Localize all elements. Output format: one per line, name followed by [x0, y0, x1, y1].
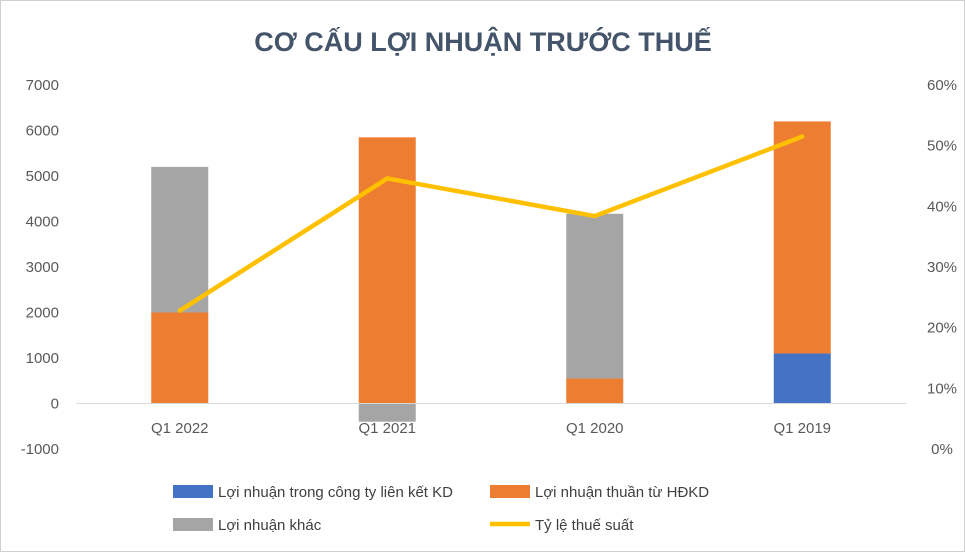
legend-item: Lợi nhuận khác	[173, 517, 322, 534]
right-tick-label: 60%	[927, 77, 957, 94]
bar-loi-nhuan-thuan-tu-hdkd	[566, 378, 624, 404]
legend-label: Lợi nhuận thuần từ HĐKD	[535, 484, 709, 501]
right-tick-label: 30%	[927, 259, 957, 276]
right-tick-label: 10%	[927, 380, 957, 397]
bar-loi-nhuan-khac	[151, 166, 209, 313]
right-tick-label: 50%	[927, 138, 957, 155]
line-point	[800, 134, 805, 139]
legend-swatch	[173, 485, 213, 498]
left-tick-label: 1000	[26, 350, 59, 367]
category-label: Q1 2020	[566, 420, 624, 437]
legend-swatch	[173, 518, 213, 531]
right-tick-label: 0%	[931, 441, 953, 458]
left-tick-label: 2000	[26, 305, 59, 322]
legend-label: Tỷ lệ thuế suất	[535, 517, 634, 534]
left-tick-label: 0	[51, 396, 59, 413]
legend-item: Lợi nhuận thuần từ HĐKD	[490, 484, 709, 501]
right-axis: 0% 10% 20% 30% 40% 50% 60%	[927, 77, 957, 458]
line-point	[385, 176, 390, 181]
line-point	[177, 308, 182, 313]
line-point	[592, 214, 597, 219]
bar-loi-nhuan-thuan-tu-hdkd	[773, 121, 831, 354]
legend-item: Lợi nhuận trong công ty liên kết KD	[173, 484, 453, 501]
category-label: Q1 2019	[773, 420, 831, 437]
left-tick-label: 4000	[26, 214, 59, 231]
line-layer	[177, 134, 805, 313]
bar-loi-nhuan-thuan-tu-hdkd	[151, 312, 209, 404]
right-tick-label: 40%	[927, 198, 957, 215]
bar-layer	[151, 121, 831, 422]
legend-item: Tỷ lệ thuế suất	[490, 517, 634, 534]
category-label: Q1 2021	[358, 420, 416, 437]
left-tick-label: 5000	[26, 168, 59, 185]
right-tick-label: 20%	[927, 320, 957, 337]
line-ty-le-thue-suat	[177, 134, 805, 313]
chart-title: CƠ CẤU LỢI NHUẬN TRƯỚC THUẾ	[254, 26, 711, 57]
left-tick-label: 3000	[26, 259, 59, 276]
left-tick-label: 7000	[26, 77, 59, 94]
left-tick-label: -1000	[21, 441, 59, 458]
bar-loi-nhuan-khac	[566, 213, 624, 379]
legend-label: Lợi nhuận trong công ty liên kết KD	[218, 484, 453, 501]
legend-swatch	[490, 485, 530, 498]
category-axis: Q1 2022 Q1 2021 Q1 2020 Q1 2019	[151, 420, 831, 437]
left-axis: -1000 0 1000 2000 3000 4000 5000 6000 7000	[21, 77, 59, 458]
legend-label: Lợi nhuận khác	[218, 517, 322, 534]
bar-loi-nhuan-trong-cong-ty-lien-ket-kd	[773, 353, 831, 404]
legend: Lợi nhuận trong công ty liên kết KD Lợi n…	[173, 484, 709, 534]
category-label: Q1 2022	[151, 420, 209, 437]
left-tick-label: 6000	[26, 123, 59, 140]
bar-loi-nhuan-khac	[358, 403, 416, 422]
